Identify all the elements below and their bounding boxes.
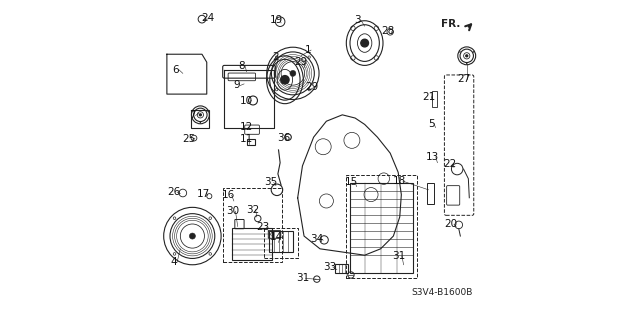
Text: 19: 19: [270, 15, 284, 25]
Text: FR.: FR.: [441, 19, 460, 29]
Text: 13: 13: [426, 152, 439, 162]
Text: 23: 23: [257, 222, 270, 233]
Text: 20: 20: [444, 219, 458, 229]
Text: 33: 33: [323, 262, 336, 272]
Text: 5: 5: [428, 119, 435, 129]
Bar: [191, 110, 209, 128]
Text: 29: 29: [294, 56, 307, 67]
Circle shape: [189, 233, 195, 239]
Text: 7: 7: [189, 110, 196, 121]
Text: 28: 28: [381, 26, 395, 36]
Bar: [350, 183, 413, 273]
Text: 29: 29: [305, 82, 319, 92]
Text: 31: 31: [296, 273, 309, 284]
Text: 6: 6: [172, 64, 179, 75]
Text: 12: 12: [239, 122, 253, 132]
Text: 22: 22: [444, 159, 457, 169]
Text: 10: 10: [240, 96, 253, 107]
Text: 9: 9: [234, 80, 241, 91]
Text: 30: 30: [226, 206, 239, 216]
Text: 4: 4: [171, 257, 177, 267]
Text: 3: 3: [355, 15, 361, 25]
Text: 34: 34: [310, 234, 323, 244]
Circle shape: [361, 39, 369, 47]
Text: 24: 24: [201, 13, 214, 23]
Text: 32: 32: [246, 204, 259, 215]
Text: 15: 15: [345, 177, 358, 188]
Text: 25: 25: [182, 134, 196, 145]
Bar: [431, 91, 437, 107]
Text: 16: 16: [222, 190, 235, 200]
Text: 21: 21: [422, 92, 435, 102]
Text: S3V4-B1600B: S3V4-B1600B: [412, 288, 473, 297]
Text: 27: 27: [457, 74, 470, 84]
Text: 18: 18: [393, 176, 406, 186]
Text: 31: 31: [392, 251, 405, 261]
Bar: [247, 139, 255, 145]
Text: 1: 1: [305, 45, 311, 55]
Circle shape: [200, 114, 202, 116]
Bar: [427, 183, 434, 204]
Text: 8: 8: [239, 61, 245, 71]
Circle shape: [466, 55, 468, 57]
Bar: [223, 188, 282, 262]
Text: 11: 11: [239, 134, 253, 145]
Text: 35: 35: [264, 177, 277, 188]
Text: 26: 26: [167, 187, 180, 197]
Text: 36: 36: [276, 133, 290, 143]
Bar: [232, 228, 272, 260]
Circle shape: [281, 76, 289, 84]
Text: 2: 2: [272, 52, 278, 62]
Bar: [346, 175, 417, 278]
Circle shape: [290, 70, 296, 76]
Bar: [335, 264, 348, 273]
Text: 17: 17: [197, 189, 210, 199]
Text: 14: 14: [270, 232, 284, 242]
Bar: [264, 228, 298, 258]
Bar: [269, 231, 293, 252]
